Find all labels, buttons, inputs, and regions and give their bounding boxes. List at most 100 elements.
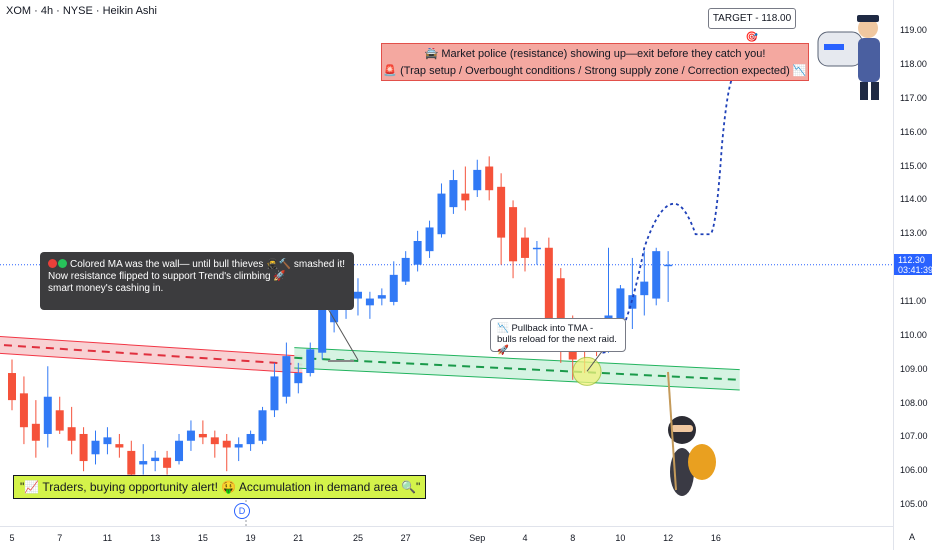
candle-bear <box>198 433 207 438</box>
time-tick-label: 27 <box>400 533 411 543</box>
target-label: TARGET - 118.00🎯 <box>708 8 796 43</box>
candle-bull <box>425 227 434 252</box>
pullback-line2: bulls reload for the next raid. 🚀 <box>497 334 617 356</box>
candle-bull <box>246 433 255 445</box>
candle-bull <box>270 376 279 411</box>
time-tick-label: 19 <box>245 533 256 543</box>
dividend-marker[interactable]: D <box>234 503 250 519</box>
candle-bear <box>461 193 470 201</box>
candle-bear <box>8 373 16 401</box>
price-tick-label: 110.00 <box>900 329 927 340</box>
wall-note-line3: smart money's cashing in. <box>48 283 164 294</box>
candle-bear <box>67 427 76 441</box>
candle-bear <box>210 437 219 445</box>
time-tick-label: 25 <box>352 533 363 543</box>
time-tick-label: 11 <box>102 533 113 543</box>
price-tick-label: 117.00 <box>900 92 927 103</box>
time-tick-label: 10 <box>615 533 626 543</box>
police-car-stripe <box>824 44 844 50</box>
green-dot-icon <box>58 259 67 268</box>
candle-bull <box>365 298 374 306</box>
candle-bull <box>151 457 160 462</box>
candle-bear <box>556 278 565 350</box>
price-scale[interactable]: 105.00 106.00 107.00 108.00 109.00 110.00 111.… <box>893 0 932 550</box>
candle-bull <box>282 356 291 397</box>
candle-bear <box>520 237 529 258</box>
resistance-band-upper <box>0 335 303 357</box>
time-tick-label: 12 <box>663 533 674 543</box>
candle-bull <box>353 291 362 299</box>
candle-bull <box>43 396 52 434</box>
candle-bull <box>413 240 422 265</box>
rope <box>667 371 677 491</box>
market-police-note: 🚔 Market police (resistance) showing up—… <box>381 43 809 81</box>
resistance-band-lower <box>0 352 303 374</box>
candle-bear <box>127 450 136 475</box>
price-tick-label: 114.00 <box>900 194 927 205</box>
auto-scale-button[interactable]: A <box>909 532 916 542</box>
candle-bull <box>473 169 482 191</box>
thief-icon <box>667 371 716 496</box>
candle-bull <box>377 295 386 299</box>
candle-bull <box>640 281 649 296</box>
police-leg-left <box>860 82 868 100</box>
candle-bear <box>163 457 172 468</box>
thief-eyes <box>671 425 693 432</box>
wall-note: Colored MA was the wall— until bull thie… <box>40 252 354 310</box>
candle-bull <box>175 440 184 462</box>
candle-bull <box>616 288 625 323</box>
resistance-band-mid <box>0 343 303 366</box>
price-chart[interactable] <box>0 0 893 526</box>
time-tick-label: 21 <box>293 533 304 543</box>
candle-bear <box>485 166 494 191</box>
price-tick-label: 109.00 <box>900 363 928 374</box>
time-tick-label: 16 <box>710 533 721 543</box>
price-tick-label: 115.00 <box>900 160 927 171</box>
candle-bear <box>544 247 553 330</box>
support-band-upper <box>294 347 740 371</box>
police-body <box>858 38 880 82</box>
candle-bull <box>306 349 315 374</box>
buying-alert-note: "📈 Traders, buying opportunity alert! 🤑 … <box>13 475 426 499</box>
market-police-line2: 🚨 (Trap setup / Overbought conditions / … <box>383 65 807 77</box>
price-tick-label: 113.00 <box>900 228 927 239</box>
support-band <box>294 347 740 390</box>
wall-note-line1: Colored MA was the wall— until bull thie… <box>70 259 346 270</box>
time-scale[interactable]: 5 7 11 13 15 19 21 25 27 Sep 4 8 10 12 16 <box>0 526 893 550</box>
candle-bull <box>91 440 100 455</box>
candle-bull <box>449 180 458 208</box>
time-tick-label: 7 <box>57 533 63 543</box>
candle-bull <box>139 461 148 465</box>
price-tick-label: 106.00 <box>900 465 928 476</box>
candle-bull <box>532 247 541 250</box>
time-tick-label: Sep <box>469 533 486 543</box>
current-price-countdown: 03:41:39 <box>898 265 932 275</box>
candle-bull <box>103 437 112 445</box>
symbol-title[interactable]: XOM · 4h · NYSE · Heikin Ashi <box>6 5 157 17</box>
price-tick-label: 108.00 <box>900 397 928 408</box>
candle-bull <box>437 193 446 235</box>
candle-bear <box>79 433 88 462</box>
support-band-lower <box>294 367 740 391</box>
candle-bear <box>222 440 231 448</box>
time-tick-label: 15 <box>197 533 208 543</box>
candle-bear <box>497 186 506 238</box>
time-tick-label: 8 <box>570 533 576 543</box>
chart-area[interactable]: XOM · 4h · NYSE · Heikin Ashi TARGET - 1… <box>0 0 893 526</box>
pullback-note: 📉 Pullback into TMA - bulls reload for t… <box>490 318 626 356</box>
price-tick-label: 111.00 <box>900 295 927 306</box>
support-band-mid <box>294 356 740 381</box>
candle-bear <box>55 410 64 431</box>
candle-bull <box>186 430 195 441</box>
pullback-line1: 📉 Pullback into TMA - <box>497 323 594 334</box>
candle-bull <box>664 264 673 267</box>
candle-bear <box>31 423 40 441</box>
candle-bull <box>389 274 398 302</box>
time-tick-label: 5 <box>9 533 15 543</box>
red-dot-icon <box>48 259 57 268</box>
current-price-label: 112.30 03:41:39 <box>894 254 932 275</box>
wall-note-line2: Now resistance flipped to support Trend'… <box>48 271 286 282</box>
candle-bull <box>234 444 243 448</box>
candle-bull <box>294 373 303 384</box>
market-police-line1: 🚔 Market police (resistance) showing up—… <box>424 48 766 60</box>
